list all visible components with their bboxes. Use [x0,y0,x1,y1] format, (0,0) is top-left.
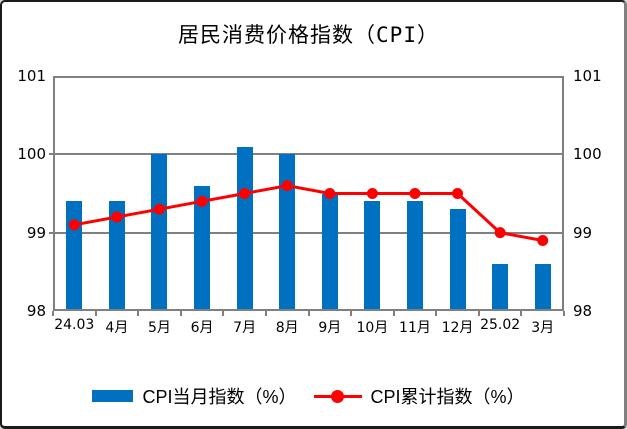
line-data-point [537,235,549,246]
bar [449,209,466,309]
bar [406,201,423,309]
chart-title: 居民消费价格指数（CPI） [178,23,439,47]
line-data-point [68,219,80,231]
line-data-point [111,211,123,223]
x-axis-label: 12月 [441,320,474,336]
line-series-dot [331,389,344,403]
x-axis-tick [435,311,438,316]
x-axis-label: 24.03 [54,317,95,333]
x-axis-tick [222,311,225,316]
x-axis-label: 4月 [105,320,129,336]
bar [108,201,125,309]
line-series-path [74,184,543,242]
bar [364,201,381,309]
x-axis-tick [477,311,480,316]
line-series [68,180,549,246]
line-data-point [239,188,251,199]
x-axis-label: 9月 [318,320,342,336]
line-data-point [494,227,506,239]
x-axis-label: 8月 [275,320,299,336]
y-axis-label-right: 99 [573,223,593,242]
y-axis-label-left: 98 [26,302,46,320]
line-data-point [281,180,293,192]
y-gridline [49,153,564,156]
x-axis-tick [264,311,267,316]
line-data-point [196,195,208,207]
y-axis-label-right: 98 [573,302,593,320]
bar-series-swatch [92,390,134,402]
bar [236,146,253,309]
x-axis-tick [179,311,182,316]
line-data-point [324,188,336,199]
x-axis-label: 6月 [190,320,214,336]
plot-border [53,76,564,311]
x-axis-label: 3月 [531,320,555,336]
x-axis-label: 5月 [147,320,171,336]
y-axis-label-right: 101 [573,67,602,85]
x-axis-label: 25.02 [480,317,521,333]
y-gridline [49,231,564,234]
y-axis-label-right: 100 [573,145,602,164]
line-data-point [409,188,421,199]
bar [194,185,211,309]
x-axis-tick [392,311,395,316]
x-axis-tick [137,311,140,316]
bar [151,154,168,309]
line-data-point [452,188,464,199]
x-axis-tick [307,311,310,316]
bar [321,193,338,309]
x-axis-label: 7月 [233,320,257,336]
line-series-marker-icon [313,389,362,403]
bar-series-label: CPI当月指数（%） [142,387,297,407]
bar [534,264,551,309]
line-data-point [366,188,378,199]
x-axis-label: 10月 [356,320,389,336]
x-axis-tick [563,311,565,316]
bar [279,154,296,309]
y-axis-label-left: 99 [26,223,46,242]
x-axis-tick [520,311,523,316]
line-series-label: CPI累计指数（%） [370,387,525,407]
line-data-point [153,203,165,215]
bar [492,264,509,309]
y-axis-label-left: 100 [17,145,46,164]
y-axis-label-left: 101 [17,67,46,85]
x-axis-tick [94,311,97,316]
x-axis-tick [350,311,353,316]
x-axis-label: 11月 [399,320,431,336]
x-axis-tick [52,311,54,316]
chart-legend: CPI当月指数（%） CPI累计指数（%） [2,381,615,411]
